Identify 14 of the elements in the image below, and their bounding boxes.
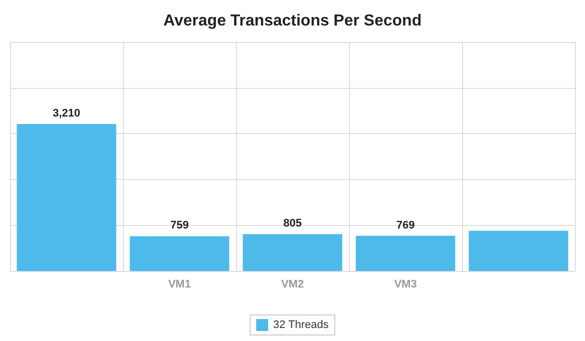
chart-title: Average Transactions Per Second <box>163 12 422 30</box>
legend-label: 32 Threads <box>273 319 330 331</box>
x-tick-label: VM3 <box>394 278 417 290</box>
x-tick-label: VM1 <box>168 278 191 290</box>
data-label: 769 <box>396 219 415 232</box>
bar <box>468 230 568 271</box>
data-label: 3,210 <box>52 107 80 120</box>
data-label: 759 <box>170 220 189 232</box>
bar <box>130 236 230 271</box>
bar <box>356 236 456 271</box>
data-label: 805 <box>283 218 302 230</box>
x-tick-label: VM2 <box>281 278 304 290</box>
bar <box>242 234 342 271</box>
bar <box>16 124 116 271</box>
